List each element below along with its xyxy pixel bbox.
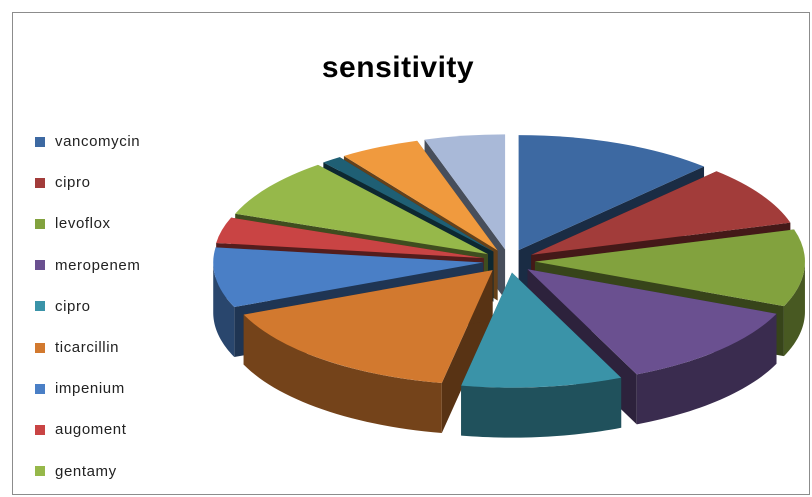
legend-label: augoment bbox=[55, 421, 127, 439]
pie-slice-top bbox=[518, 135, 705, 251]
legend-item: cipro bbox=[35, 286, 225, 327]
pie-slice-top bbox=[531, 171, 791, 255]
legend-item: cipro bbox=[35, 162, 225, 203]
pie-slice bbox=[461, 272, 622, 438]
legend-item: impenium bbox=[35, 368, 225, 409]
legend-label: cipro bbox=[55, 174, 91, 192]
legend-item: augoment bbox=[35, 409, 225, 450]
pie-chart bbox=[213, 134, 805, 438]
legend-label: ticarcillin bbox=[55, 339, 120, 357]
pie-slice-top bbox=[343, 140, 498, 251]
legend-item: vancomycin bbox=[35, 121, 225, 162]
pie-slice-top bbox=[527, 269, 777, 375]
pie-slice-top bbox=[216, 217, 484, 259]
legend-swatch bbox=[35, 260, 45, 271]
legend-swatch bbox=[35, 383, 45, 394]
chart-frame: sensitivity vancomycin cipro levoflox merop… bbox=[12, 12, 810, 495]
legend-swatch bbox=[35, 424, 45, 435]
pie-slice-top bbox=[461, 272, 622, 388]
legend-swatch bbox=[35, 177, 45, 188]
legend-label: gentamy bbox=[55, 462, 117, 480]
pie-slice-side bbox=[636, 313, 777, 425]
pie-slice-top bbox=[534, 229, 805, 307]
pie-slice-side bbox=[243, 314, 442, 434]
pie-slice-top bbox=[243, 270, 493, 384]
legend-label: levoflox bbox=[55, 215, 111, 233]
chart-legend: vancomycin cipro levoflox meropenem cipro tic… bbox=[35, 121, 225, 492]
legend-swatch bbox=[35, 136, 45, 147]
pie-slice-top bbox=[323, 157, 494, 252]
legend-label: cipro bbox=[55, 297, 91, 315]
legend-swatch bbox=[35, 301, 45, 312]
legend-item: levoflox bbox=[35, 203, 225, 244]
legend-item: meropenem bbox=[35, 245, 225, 286]
legend-swatch bbox=[35, 218, 45, 229]
pie-slice bbox=[243, 270, 493, 434]
legend-item: ticarcillin bbox=[35, 327, 225, 368]
pie-slice-side bbox=[461, 377, 622, 438]
legend-label: vancomycin bbox=[55, 133, 141, 151]
legend-label: impenium bbox=[55, 380, 125, 398]
pie-slice-side bbox=[783, 261, 805, 357]
pie-slice-top bbox=[424, 134, 506, 250]
pie-slice-top bbox=[235, 164, 488, 255]
legend-item: gentamy bbox=[35, 451, 225, 492]
legend-label: meropenem bbox=[55, 256, 141, 274]
legend-swatch bbox=[35, 342, 45, 353]
legend-swatch bbox=[35, 466, 45, 477]
chart-title: sensitivity bbox=[321, 51, 475, 84]
pie-slice-top bbox=[213, 247, 484, 308]
pie-slice-side bbox=[213, 262, 235, 358]
